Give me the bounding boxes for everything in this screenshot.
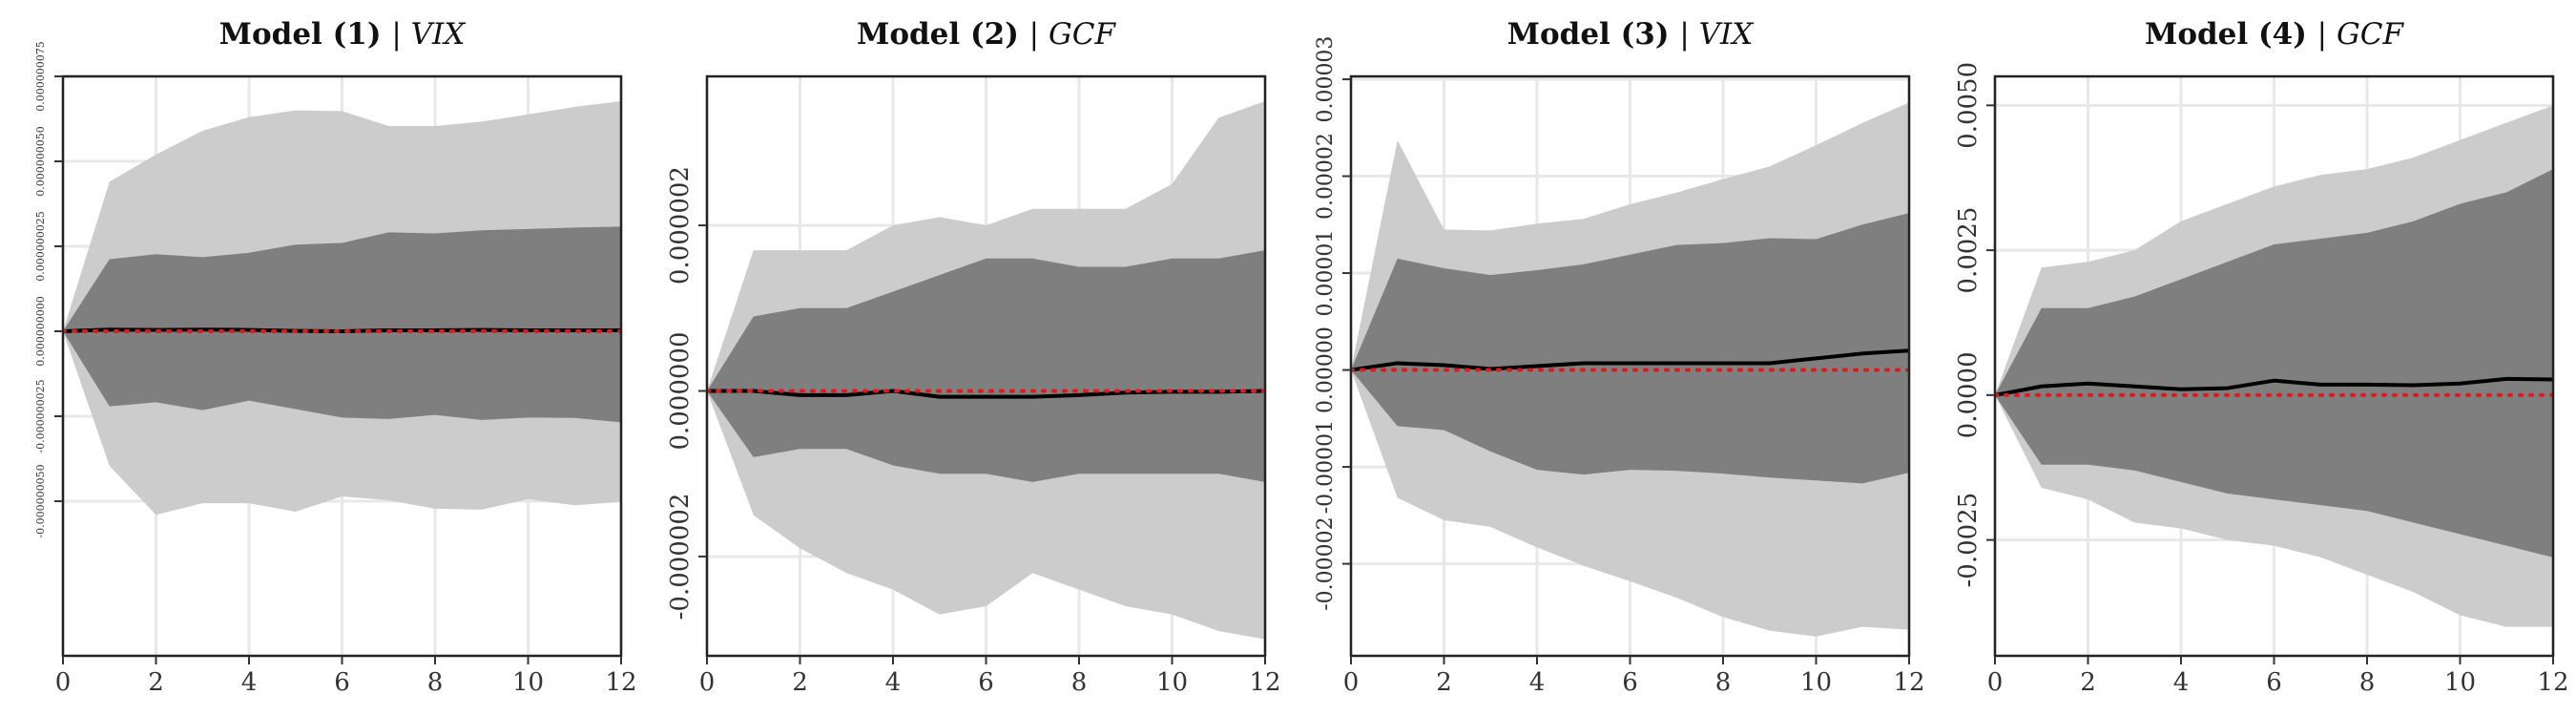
- inner-confidence-band: [63, 226, 621, 423]
- x-tick-label: 4: [2173, 668, 2190, 697]
- x-tick-label: 6: [2266, 668, 2282, 697]
- x-tick-label: 0: [1987, 668, 2004, 697]
- y-tick-label: 0.000000000: [34, 296, 47, 366]
- y-tick-label: -0.000000025: [34, 379, 47, 453]
- panel-title-separator: |: [1679, 17, 1698, 52]
- y-tick-label: 0.000000075: [34, 41, 47, 111]
- y-tick-label: 0.0000: [1954, 351, 1983, 438]
- panel-title-model: Model (4): [2145, 17, 2317, 52]
- x-tick-label: 0: [1343, 668, 1360, 697]
- panel-title-variable: GCF: [1049, 17, 1116, 52]
- inner-confidence-band: [1995, 169, 2553, 558]
- y-tick-label: 0.000000: [666, 331, 695, 450]
- y-tick-label: -0.00001: [1314, 420, 1338, 514]
- x-tick-label: 10: [512, 668, 544, 697]
- panel-title-variable: VIX: [1699, 17, 1755, 52]
- x-tick-label: 0: [699, 668, 716, 697]
- panel-title-separator: |: [391, 17, 410, 52]
- x-tick-label: 2: [148, 668, 164, 697]
- median-response-line: [1995, 376, 2553, 397]
- x-tick-label: 12: [605, 668, 636, 697]
- x-tick-label: 2: [792, 668, 808, 697]
- panel-title-variable: VIX: [411, 17, 467, 52]
- panel-title: Model (4) | GCF: [2145, 17, 2404, 52]
- panel-title-model: Model (1): [219, 17, 392, 52]
- y-tick-label: 0.0025: [1954, 207, 1983, 294]
- x-tick-label: 6: [334, 668, 350, 697]
- chart-panel-2: 0 2 4 6 8 10 12 -0.000002 0.000000 0.000002 Model …: [666, 17, 1281, 697]
- y-tick-label: 0.000000050: [34, 126, 47, 196]
- panel-title: Model (1) | VIX: [219, 17, 467, 52]
- x-tick-label: 6: [978, 668, 994, 697]
- x-tick-label: 10: [2444, 668, 2476, 697]
- x-tick-label: 12: [1249, 668, 1280, 697]
- panel-title-variable: GCF: [2337, 17, 2404, 52]
- y-tick-label: 0.000000025: [34, 211, 47, 281]
- inner-confidence-band: [1351, 213, 1909, 484]
- y-tick-label: 0.00000: [1314, 326, 1338, 413]
- panel-title-separator: |: [2317, 17, 2337, 52]
- y-tick-label: 0.000002: [666, 166, 695, 284]
- x-tick-label: 2: [1436, 668, 1452, 697]
- x-tick-label: 6: [1622, 668, 1638, 697]
- x-tick-label: 12: [1893, 668, 1924, 697]
- panel-title: Model (3) | VIX: [1507, 17, 1755, 52]
- y-tick-label: 0.00003: [1314, 36, 1338, 123]
- y-tick-label: -0.000000050: [34, 464, 47, 537]
- panel-title-model: Model (2): [857, 17, 1029, 52]
- panel-title-separator: |: [1029, 17, 1049, 52]
- x-tick-label: 4: [241, 668, 258, 697]
- chart-panel-4: 0 2 4 6 8 10 12 -0.0025 0.0000 0.0025 0.0050 Model …: [1954, 17, 2569, 697]
- x-tick-label: 8: [427, 668, 444, 697]
- inner-confidence-band: [707, 250, 1265, 482]
- x-tick-label: 10: [1800, 668, 1832, 697]
- x-tick-label: 2: [2080, 668, 2096, 697]
- y-tick-label: 0.0050: [1954, 62, 1983, 149]
- panel-title-model: Model (3): [1507, 17, 1680, 52]
- chart-panel-1: 0 2 4 6 8 10 12 -0.000000050 -0.000000025 0.00000…: [34, 17, 637, 697]
- x-tick-label: 0: [55, 668, 72, 697]
- x-tick-label: 4: [885, 668, 902, 697]
- y-tick-label: -0.00002: [1314, 516, 1338, 610]
- median-response-line: [1351, 348, 1909, 372]
- x-tick-label: 8: [1071, 668, 1088, 697]
- x-tick-label: 10: [1156, 668, 1188, 697]
- chart-panel-3: 0 2 4 6 8 10 12 -0.00002-0.00001 0.00000 0.00001 0…: [1314, 17, 1925, 697]
- panel-title: Model (2) | GCF: [857, 17, 1116, 52]
- x-tick-label: 8: [2359, 668, 2376, 697]
- y-tick-label: 0.00002: [1314, 133, 1338, 220]
- x-tick-label: 4: [1529, 668, 1546, 697]
- y-tick-label: -0.000002: [666, 494, 695, 621]
- y-tick-label: -0.0025: [1954, 493, 1983, 588]
- y-tick-label: 0.00001: [1314, 230, 1338, 317]
- x-tick-label: 12: [2537, 668, 2568, 697]
- x-tick-label: 8: [1715, 668, 1732, 697]
